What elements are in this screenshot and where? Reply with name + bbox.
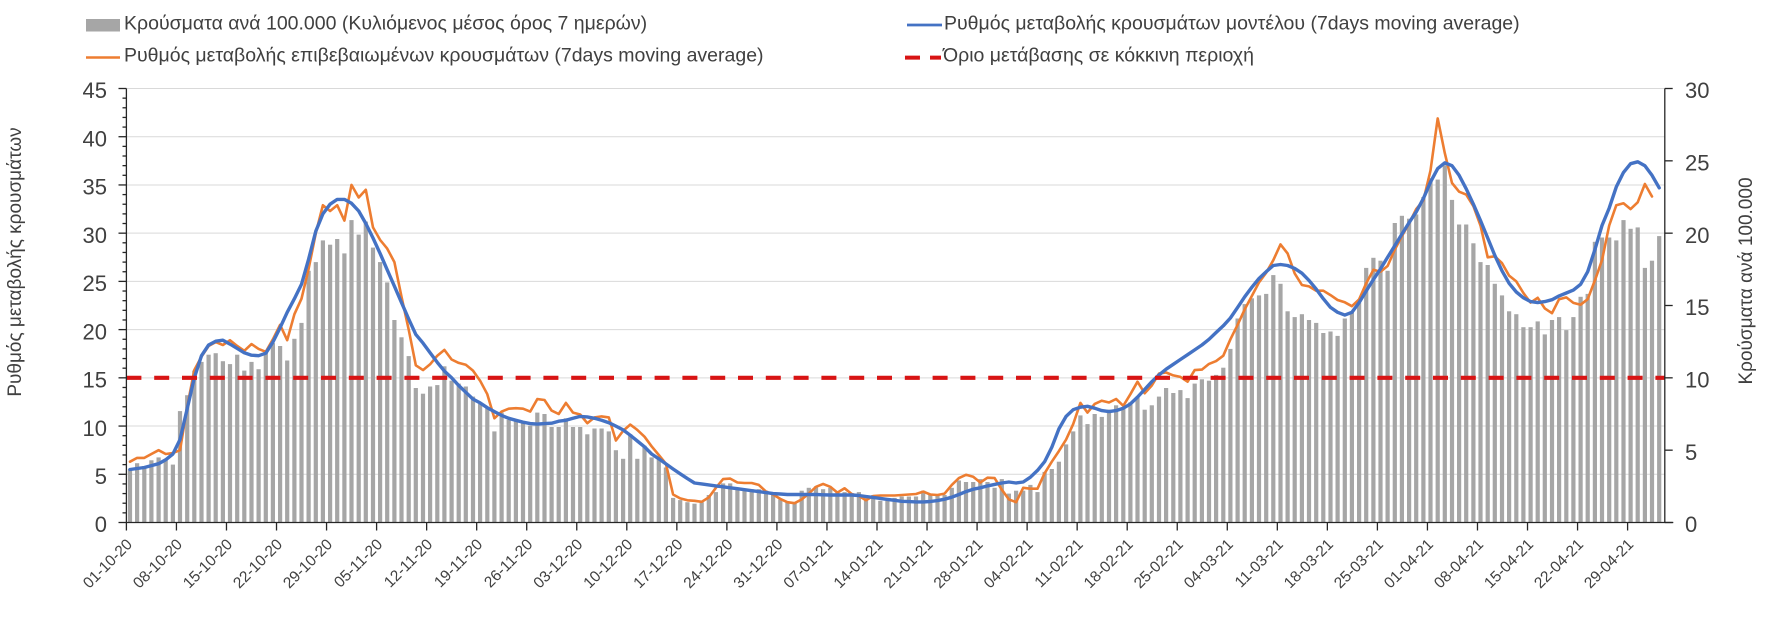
svg-text:45: 45 (83, 78, 107, 103)
svg-text:11-02-21: 11-02-21 (1032, 536, 1087, 591)
svg-text:20: 20 (83, 319, 107, 344)
svg-text:20: 20 (1685, 223, 1709, 248)
svg-text:15: 15 (1685, 295, 1709, 320)
svg-text:25: 25 (83, 271, 107, 296)
svg-text:Ρυθμός μεταβολής κρουσμάτων: Ρυθμός μεταβολής κρουσμάτων (5, 127, 26, 396)
svg-text:07-01-21: 07-01-21 (781, 536, 837, 592)
svg-text:15-10-20: 15-10-20 (180, 536, 236, 592)
svg-text:40: 40 (83, 126, 107, 151)
svg-text:15-04-21: 15-04-21 (1481, 536, 1537, 592)
svg-text:Κρούσματα ανά 100.000 (Κυλιόμε: Κρούσματα ανά 100.000 (Κυλιόμενος μέσος … (124, 13, 647, 35)
svg-text:Ρυθμός μεταβολής κρουσμάτων μο: Ρυθμός μεταβολής κρουσμάτων μοντέλου (7d… (944, 13, 1520, 35)
svg-text:5: 5 (95, 464, 107, 489)
svg-text:29-04-21: 29-04-21 (1581, 536, 1637, 592)
svg-text:18-02-21: 18-02-21 (1081, 536, 1137, 592)
svg-text:03-12-20: 03-12-20 (530, 536, 586, 592)
svg-text:04-02-21: 04-02-21 (981, 536, 1037, 592)
svg-text:11-03-21: 11-03-21 (1232, 536, 1287, 591)
svg-text:24-12-20: 24-12-20 (681, 536, 737, 592)
svg-text:04-03-21: 04-03-21 (1181, 536, 1237, 592)
svg-text:17-12-20: 17-12-20 (630, 536, 686, 592)
svg-text:14-01-21: 14-01-21 (831, 536, 887, 592)
svg-text:10: 10 (83, 416, 107, 441)
svg-text:01-04-21: 01-04-21 (1381, 536, 1437, 592)
svg-text:12-11-20: 12-11-20 (381, 536, 436, 591)
svg-text:22-10-20: 22-10-20 (230, 536, 286, 592)
svg-text:Ρυθμός μεταβολής επιβεβαιωμένω: Ρυθμός μεταβολής επιβεβαιωμένων κρουσμάτ… (124, 45, 764, 67)
svg-text:31-12-20: 31-12-20 (731, 536, 787, 592)
svg-text:28-01-21: 28-01-21 (931, 536, 987, 592)
svg-text:25: 25 (1685, 151, 1709, 176)
svg-text:Κρούσματα ανά 100.000: Κρούσματα ανά 100.000 (1736, 177, 1757, 384)
svg-text:25-03-21: 25-03-21 (1331, 536, 1387, 592)
svg-text:Όριο μετάβασης σε κόκκινη περι: Όριο μετάβασης σε κόκκινη περιοχή (942, 45, 1254, 67)
svg-text:15: 15 (83, 368, 107, 393)
svg-text:19-11-20: 19-11-20 (431, 536, 486, 591)
svg-text:25-02-21: 25-02-21 (1131, 536, 1187, 592)
svg-text:5: 5 (1685, 440, 1697, 465)
svg-text:08-04-21: 08-04-21 (1431, 536, 1487, 592)
svg-text:26-11-20: 26-11-20 (481, 536, 536, 591)
svg-text:21-01-21: 21-01-21 (881, 536, 937, 592)
svg-text:18-03-21: 18-03-21 (1281, 536, 1337, 592)
svg-text:10: 10 (1685, 368, 1709, 393)
svg-text:29-10-20: 29-10-20 (280, 536, 336, 592)
svg-text:10-12-20: 10-12-20 (580, 536, 636, 592)
svg-text:22-04-21: 22-04-21 (1531, 536, 1587, 592)
svg-text:0: 0 (95, 512, 107, 537)
svg-text:35: 35 (83, 175, 107, 200)
svg-text:0: 0 (1685, 512, 1697, 537)
svg-text:01-10-20: 01-10-20 (80, 536, 136, 592)
svg-text:30: 30 (1685, 78, 1709, 103)
svg-text:05-11-20: 05-11-20 (331, 536, 386, 591)
svg-text:08-10-20: 08-10-20 (130, 536, 186, 592)
svg-text:30: 30 (83, 223, 107, 248)
